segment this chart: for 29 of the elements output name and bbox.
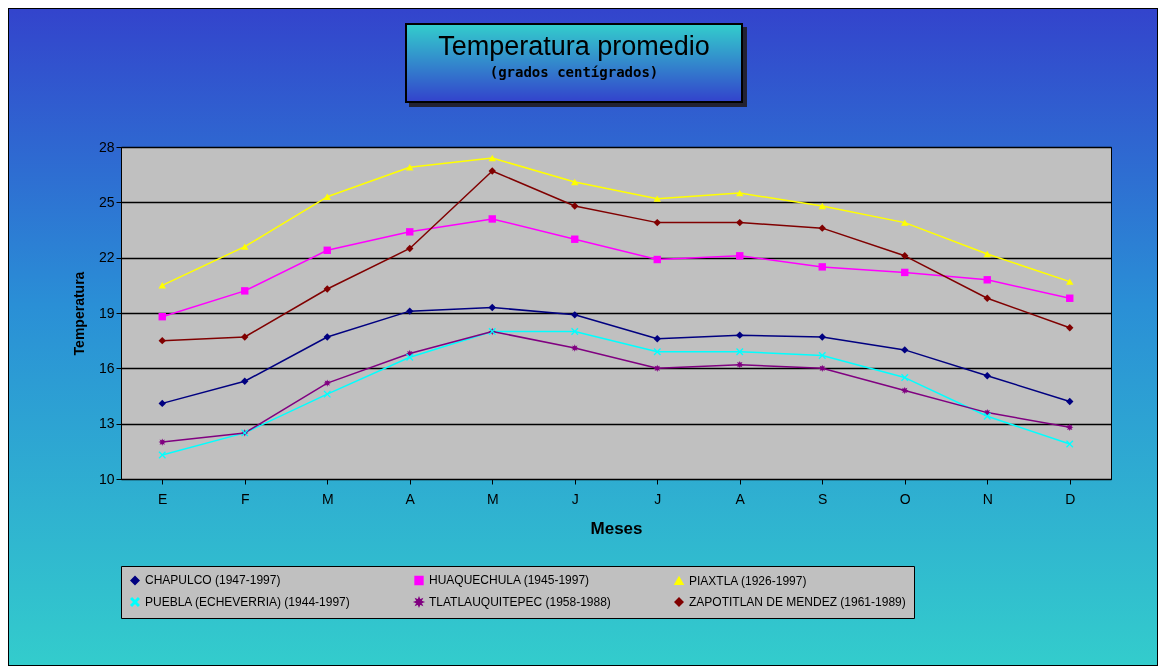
x-axis-title: Meses [590,518,643,538]
y-tick-label: 19 [98,304,115,321]
y-tick-label: 10 [98,470,115,487]
chart-title: Temperatura promedio [437,31,711,62]
chart-subtitle: (grados centígrados) [488,64,660,80]
x-tick-label: A [405,490,416,507]
x-tick-label: J [654,490,662,507]
x-tick-label: S [818,490,828,507]
x-tick-label: M [486,490,499,507]
x-tick-label: N [982,490,993,507]
y-tick-label: 22 [98,249,115,266]
x-tick-label: J [571,490,579,507]
legend-label: ZAPOTITLAN DE MENDEZ (1961-1989) [689,595,906,609]
y-tick-label: 16 [98,359,115,376]
x-tick-label: D [1065,490,1076,507]
y-tick-label: 28 [98,138,115,155]
y-tick-label: 25 [98,193,115,210]
legend-label: PUEBLA (ECHEVERRIA) (1944-1997) [145,595,350,609]
x-tick-label: F [240,490,250,507]
legend-label: CHAPULCO (1947-1997) [145,573,281,588]
legend-label: HUAQUECHULA (1945-1997) [429,573,590,588]
x-tick-label: A [735,490,746,507]
x-tick-label: E [158,490,168,507]
legend-label: TLATLAUQUITEPEC (1958-1988) [429,595,611,609]
x-tick-label: O [899,490,911,507]
y-axis-title: Temperatura [70,271,87,356]
legend-label: PIAXTLA (1926-1997) [689,573,807,588]
y-tick-label: 13 [98,415,115,432]
x-tick-label: M [321,490,334,507]
